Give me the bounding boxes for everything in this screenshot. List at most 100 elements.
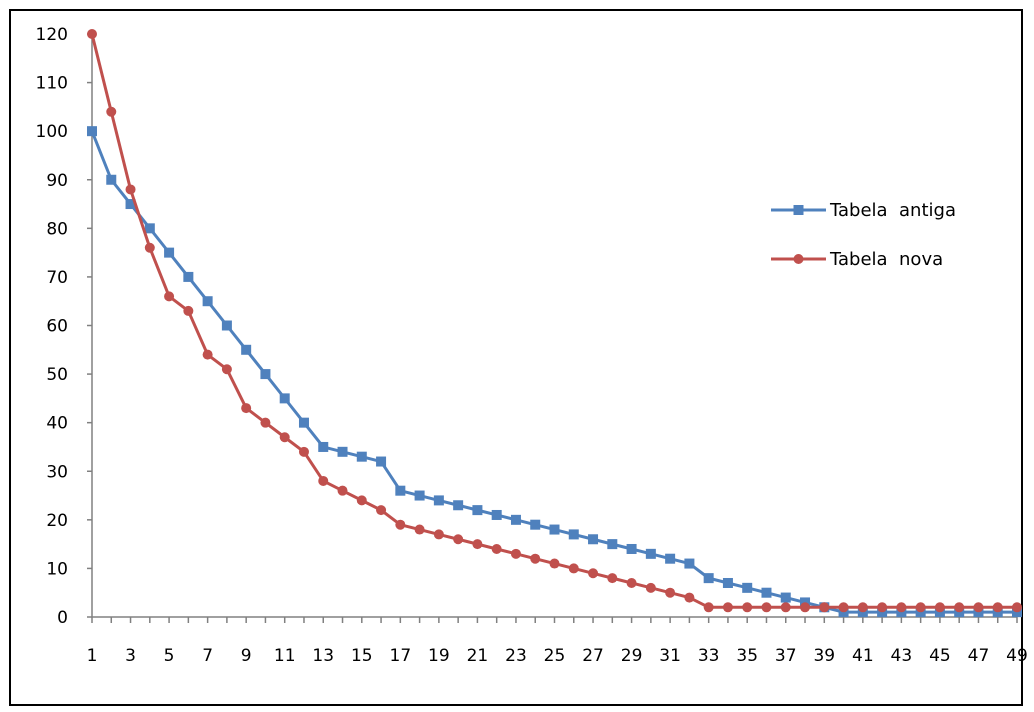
x-tick-label: 49	[1006, 646, 1028, 666]
series-1-point	[703, 573, 714, 584]
legend-item-2-marker	[793, 254, 804, 264]
x-tick-label: 17	[390, 646, 412, 666]
series-1-point	[298, 417, 309, 428]
x-tick-label: 29	[621, 646, 643, 666]
x-tick-label: 5	[164, 646, 175, 666]
series-2-point	[568, 563, 579, 574]
series-2-point	[549, 558, 560, 569]
series-2-point	[877, 602, 888, 613]
series-2-point	[1012, 602, 1022, 613]
series-2-point	[588, 568, 599, 579]
series-1-point	[607, 539, 618, 550]
x-tick-label: 43	[891, 646, 913, 666]
series-1-point	[722, 577, 733, 588]
series-1-point	[395, 485, 406, 496]
x-tick-label: 13	[312, 646, 334, 666]
series-1-point	[510, 514, 521, 525]
x-tick-label: 1	[87, 646, 98, 666]
y-tick-label: 70	[46, 268, 68, 288]
series-2-point	[125, 184, 136, 195]
y-tick-label: 110	[36, 74, 68, 94]
series-2-point	[857, 602, 868, 613]
series-2-point	[992, 602, 1003, 613]
series-2-point	[510, 548, 521, 559]
series-1-point	[453, 500, 464, 511]
legend: Tabela antiga Tabela nova	[771, 200, 956, 270]
series-2-point	[260, 417, 271, 428]
y-tick-label: 100	[36, 122, 68, 142]
x-tick-label: 45	[929, 646, 951, 666]
series-1-point	[568, 529, 579, 540]
series-2-point	[241, 403, 252, 414]
series-1-point	[684, 558, 695, 569]
series-2-point	[626, 577, 637, 588]
series-2-point	[934, 602, 945, 613]
series-2-point	[356, 495, 367, 506]
series-1-point	[202, 296, 213, 307]
x-tick-label: 11	[274, 646, 296, 666]
y-tick-label: 50	[46, 365, 68, 385]
x-tick-label: 35	[736, 646, 758, 666]
series-2-point	[665, 587, 676, 598]
series-1-point	[356, 451, 367, 462]
series-2-point	[376, 505, 387, 516]
series-2-point	[453, 534, 464, 545]
series-1-point	[183, 271, 194, 282]
series-2-point	[954, 602, 965, 613]
legend-item-1-label: Tabela antiga	[829, 200, 956, 221]
series-2-point	[915, 602, 926, 613]
series-2-point	[298, 446, 309, 457]
series-1-point	[376, 456, 387, 467]
y-tick-label: 20	[46, 511, 68, 531]
series-1-point	[742, 582, 753, 593]
series-2-point	[684, 592, 695, 603]
series-1-point	[472, 505, 483, 516]
series-1-point	[626, 543, 637, 554]
series-1-point	[530, 519, 541, 530]
x-tick-label: 23	[505, 646, 527, 666]
y-tick-label: 0	[57, 608, 68, 628]
series-2-point	[395, 519, 406, 530]
series-2-point	[221, 364, 232, 375]
series-1-point	[549, 524, 560, 535]
x-tick-label: 47	[968, 646, 990, 666]
series-2-point	[896, 602, 907, 613]
legend-item-1-marker	[793, 205, 804, 215]
y-axis: 0 10 20 30 40 50 60 70 80 90 100 110 120	[36, 25, 93, 628]
y-tick-label: 30	[46, 462, 68, 482]
series-2-point	[106, 106, 117, 117]
x-tick-label: 41	[852, 646, 874, 666]
x-tick-label: 7	[202, 646, 213, 666]
series-1-point	[588, 534, 599, 545]
series-1-point	[125, 199, 136, 210]
series-2-point	[183, 305, 194, 316]
series-2-point	[164, 291, 175, 302]
x-tick-label: 9	[241, 646, 252, 666]
series-2-point	[433, 529, 444, 540]
series-2-point	[742, 602, 753, 613]
series-2-point	[703, 602, 714, 613]
series-1-point	[221, 320, 232, 331]
series-2-point	[87, 29, 97, 39]
series-2-point	[202, 349, 213, 360]
series-1-point	[241, 344, 252, 355]
y-tick-label: 40	[46, 414, 68, 434]
series-2-point	[318, 475, 329, 486]
series-2-point	[530, 553, 541, 564]
x-tick-label: 15	[351, 646, 373, 666]
x-tick-label: 21	[467, 646, 489, 666]
series-1-point	[780, 592, 791, 603]
series-1-point	[337, 446, 348, 457]
y-tick-label: 90	[46, 171, 68, 191]
x-axis: 1 3 5 7 9 11 13 15 17 19 21 23 25 27 29 31 33 35 37 39 41 43 4…	[87, 616, 1028, 666]
series-2-point	[645, 582, 656, 593]
series-2-point	[491, 543, 502, 554]
series-2-point	[414, 524, 425, 535]
x-tick-label: 33	[698, 646, 720, 666]
series-2-point	[472, 539, 483, 550]
x-tick-label: 39	[813, 646, 835, 666]
series-1-point	[87, 126, 97, 137]
series-2-point	[800, 602, 811, 613]
series-1-point	[144, 223, 155, 234]
